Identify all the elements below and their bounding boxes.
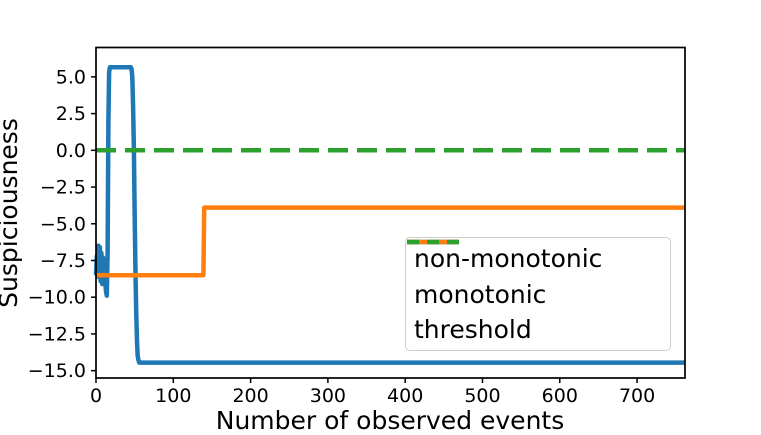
legend-label-monotonic: monotonic	[414, 279, 547, 309]
y-tick-label: 5.0	[56, 66, 86, 88]
legend-item-monotonic: monotonic	[407, 239, 664, 311]
y-axis-label: Suspiciousness	[0, 118, 23, 308]
x-tick-label: 100	[155, 385, 191, 407]
y-tick-label: −7.5	[40, 250, 86, 272]
y-tick-label: −2.5	[40, 177, 86, 199]
y-axis: 5.0 2.5 0.0 −2.5 −5.0 −7.5 −10.0 −12.5 −15.0	[28, 66, 96, 382]
series-monotonic-line	[96, 205, 685, 278]
y-tick-label: −15.0	[28, 360, 86, 382]
x-tick-label: 700	[619, 385, 655, 407]
x-tick-label: 0	[90, 385, 102, 407]
legend-dashed-line-sample-icon	[407, 239, 459, 245]
x-tick-label: 500	[464, 385, 500, 407]
x-tick-label: 300	[310, 385, 346, 407]
x-tick-label: 200	[232, 385, 268, 407]
x-tick-label: 600	[542, 385, 578, 407]
x-axis-label: Number of observed events	[216, 406, 565, 435]
y-tick-label: −5.0	[40, 213, 86, 235]
series-layer	[93, 65, 685, 365]
legend: non-monotonic monotonic threshold	[405, 237, 671, 351]
legend-item-non-monotonic: non-monotonic	[407, 239, 664, 276]
x-tick-label: 400	[387, 385, 423, 407]
y-tick-label: −10.0	[28, 287, 86, 309]
series-non-monotonic-line	[93, 65, 685, 365]
y-tick-label: 0.0	[56, 140, 86, 162]
legend-label-non-monotonic: non-monotonic	[414, 244, 603, 273]
legend-label-threshold: threshold	[414, 315, 532, 344]
y-tick-label: 2.5	[56, 103, 86, 125]
y-tick-label: −12.5	[28, 323, 86, 345]
plot-border	[95, 46, 686, 379]
x-axis: 0 100 200 300 400 500 600 700	[90, 378, 655, 407]
legend-item-threshold: threshold	[407, 239, 664, 347]
